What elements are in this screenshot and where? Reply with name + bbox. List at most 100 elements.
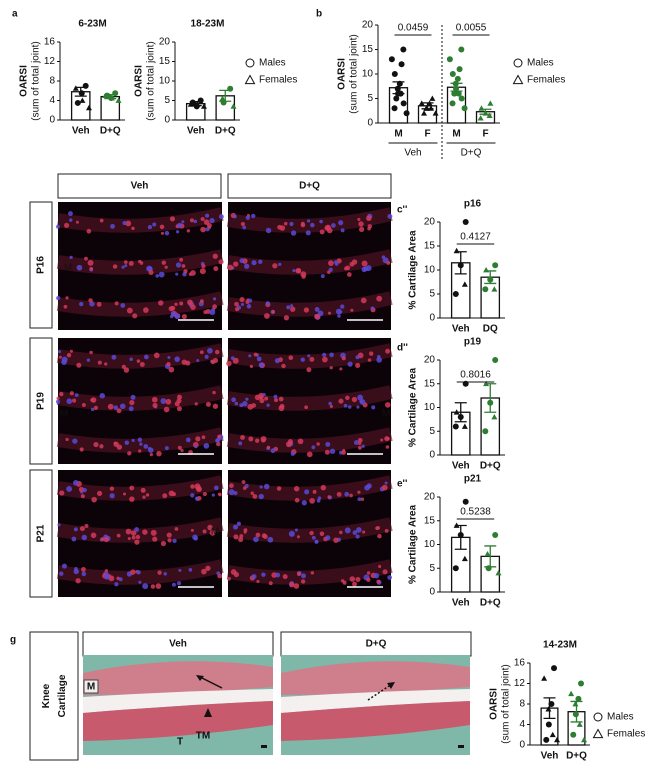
cell-nucleus <box>320 274 325 279</box>
data-point <box>230 103 237 109</box>
cell-nucleus <box>357 490 361 494</box>
data-point <box>576 721 583 727</box>
cell-nucleus <box>228 489 235 496</box>
y-axis-label: % Cartilage Area <box>408 230 419 310</box>
cell-nucleus <box>96 490 103 497</box>
x-tick-label: M <box>394 129 402 140</box>
data-point <box>454 75 461 82</box>
cell-nucleus <box>120 303 126 308</box>
data-point <box>482 428 489 435</box>
cell-nucleus <box>61 359 67 365</box>
cell-nucleus <box>238 536 244 543</box>
y-tick-label: 10 <box>159 76 171 87</box>
cell-nucleus <box>152 222 157 227</box>
chart-title: p19 <box>464 337 482 348</box>
cell-nucleus <box>158 271 165 278</box>
cell-nucleus <box>124 440 130 445</box>
data-point <box>452 291 459 297</box>
cell-nucleus <box>187 299 193 306</box>
cell-nucleus <box>212 253 218 259</box>
legend-marker <box>512 74 524 85</box>
cell-nucleus <box>356 527 362 533</box>
cell-nucleus <box>293 583 300 589</box>
cell-nucleus <box>276 486 282 491</box>
cell-nucleus <box>195 436 201 442</box>
cell-nucleus <box>169 216 176 222</box>
cell-nucleus <box>227 264 234 271</box>
cell-nucleus <box>376 295 383 302</box>
cell-nucleus <box>353 440 359 445</box>
cell-nucleus <box>84 256 88 261</box>
cell-nucleus <box>261 438 266 443</box>
cell-nucleus <box>258 259 263 264</box>
cell-nucleus <box>278 262 282 266</box>
cell-nucleus <box>314 313 321 320</box>
cell-nucleus <box>367 358 372 362</box>
cell-nucleus <box>176 230 180 234</box>
cell-nucleus <box>162 493 168 499</box>
cell-nucleus <box>349 261 355 267</box>
cell-nucleus <box>179 301 184 306</box>
cell-nucleus <box>109 493 115 499</box>
cell-nucleus <box>355 534 360 539</box>
cell-nucleus <box>227 576 231 581</box>
cell-nucleus <box>118 577 123 582</box>
row-label-box <box>29 337 53 465</box>
cell-nucleus <box>103 537 109 543</box>
cell-nucleus <box>239 403 244 408</box>
cell-nucleus <box>79 447 84 452</box>
cell-nucleus <box>207 524 213 531</box>
cell-nucleus <box>343 403 348 408</box>
cell-nucleus <box>132 313 138 319</box>
cell-nucleus <box>339 530 343 535</box>
cell-nucleus <box>267 536 274 543</box>
y-axis-label: (sum of total joint) <box>349 34 360 113</box>
cell-nucleus <box>104 569 108 573</box>
y-axis-label: (sum of total joint) <box>501 664 512 743</box>
cell-nucleus <box>382 569 388 575</box>
cell-nucleus <box>113 441 119 447</box>
cell-nucleus <box>152 402 158 408</box>
cell-nucleus <box>56 296 61 301</box>
cell-nucleus <box>207 347 213 354</box>
cell-nucleus <box>202 529 207 534</box>
cell-nucleus <box>137 437 143 442</box>
cell-nucleus <box>385 445 390 449</box>
cell-nucleus <box>247 403 254 410</box>
cell-nucleus <box>58 355 62 359</box>
cell-nucleus <box>292 269 296 273</box>
tissue-band <box>56 249 224 275</box>
y-tick-label: 20 <box>424 217 436 228</box>
cell-nucleus <box>242 400 248 407</box>
cell-nucleus <box>126 307 133 314</box>
y-tick-label: 15 <box>424 378 436 389</box>
cell-nucleus <box>361 444 365 448</box>
cartilage-top <box>281 661 470 695</box>
cell-nucleus <box>245 397 249 401</box>
cell-nucleus <box>325 441 331 447</box>
data-point <box>492 262 499 269</box>
cell-nucleus <box>212 297 217 301</box>
header-label: D+Q <box>366 639 387 650</box>
cell-nucleus <box>129 485 135 491</box>
header-box <box>82 631 274 657</box>
cell-nucleus <box>301 500 307 506</box>
cell-nucleus <box>75 220 79 224</box>
cell-nucleus <box>355 362 361 369</box>
legend-marker <box>244 74 256 85</box>
row-label-box <box>29 469 53 598</box>
cell-nucleus <box>384 529 389 533</box>
data-point <box>483 267 490 273</box>
y-tick-label: 5 <box>429 289 435 300</box>
cell-nucleus <box>314 539 319 544</box>
cell-nucleus <box>271 310 275 314</box>
cell-nucleus <box>57 350 62 354</box>
cell-nucleus <box>202 491 207 497</box>
p-value: 0.0459 <box>398 23 429 34</box>
cell-nucleus <box>80 494 85 499</box>
cell-nucleus <box>72 438 78 444</box>
cell-nucleus <box>188 272 193 276</box>
header-box <box>227 173 392 199</box>
cell-nucleus <box>139 261 144 265</box>
data-point <box>449 71 456 77</box>
